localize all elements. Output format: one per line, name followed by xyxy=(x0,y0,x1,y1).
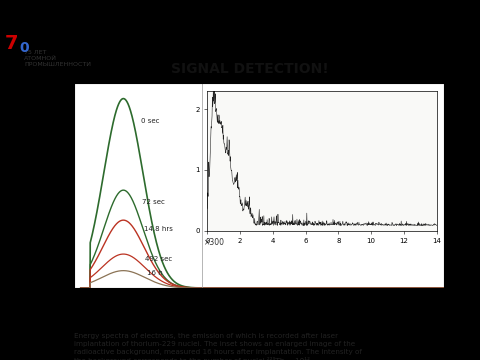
Text: 75 ЛЕТ
АТОМНОЙ
ПРОМЫШЛЕННОСТИ: 75 ЛЕТ АТОМНОЙ ПРОМЫШЛЕННОСТИ xyxy=(24,50,91,67)
Text: 7: 7 xyxy=(5,35,18,54)
Text: 0 sec: 0 sec xyxy=(141,118,159,124)
Text: Energy spectra of electrons, the emission of which is recorded after laser
impla: Energy spectra of electrons, the emissio… xyxy=(74,333,362,360)
X-axis label: KE, eV: KE, eV xyxy=(242,309,276,319)
Y-axis label: Intensity, counts/sec: Intensity, counts/sec xyxy=(31,139,39,232)
Text: SIGNAL DETECTION!: SIGNAL DETECTION! xyxy=(171,62,328,76)
Text: 0: 0 xyxy=(19,41,29,55)
Text: ×300: ×300 xyxy=(204,238,225,247)
Text: 14.8 hrs: 14.8 hrs xyxy=(144,226,173,232)
Text: 492 sec: 492 sec xyxy=(145,256,173,262)
Text: 16 h: 16 h xyxy=(147,270,163,276)
Text: 72 sec: 72 sec xyxy=(142,199,165,205)
